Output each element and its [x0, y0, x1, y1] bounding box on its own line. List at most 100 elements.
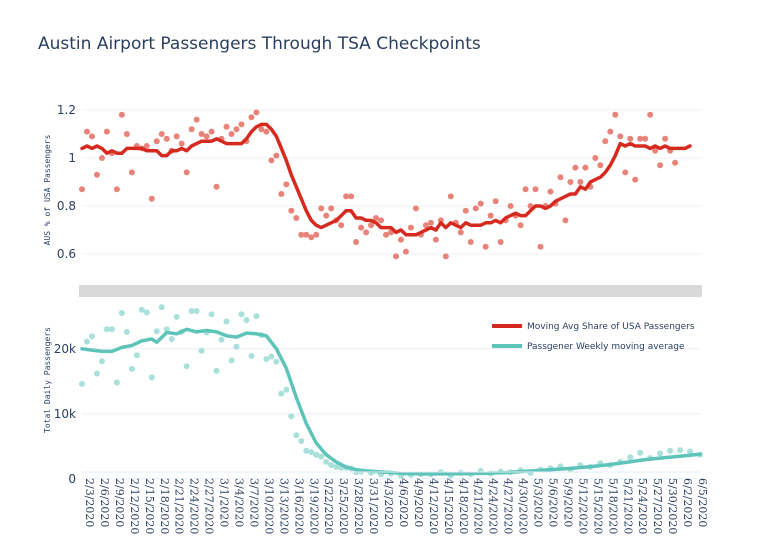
top-data-point [293, 215, 300, 221]
top-data-point [288, 207, 295, 214]
bottom-data-point [677, 447, 684, 454]
top-data-point [213, 183, 220, 190]
bottom-data-point [138, 306, 145, 313]
top-data-point [308, 234, 315, 241]
top-data-point [328, 205, 335, 212]
top-data-point [397, 236, 404, 243]
top-data-point [407, 224, 414, 231]
top-data-point [148, 195, 155, 202]
top-data-point [79, 186, 85, 193]
top-data-point [567, 179, 574, 185]
top-y-tick-label: 1 [68, 151, 76, 165]
top-data-point [537, 243, 544, 250]
x-tick-label: 5/24/2020 [636, 478, 649, 534]
top-data-point [412, 205, 419, 212]
top-data-point [487, 212, 494, 219]
bottom-data-point [223, 318, 230, 325]
top-data-point [283, 181, 290, 188]
top-data-point [98, 155, 105, 161]
x-tick-label: 4/3/2020 [382, 478, 395, 527]
bottom-data-point [313, 451, 320, 458]
top-data-point [313, 231, 320, 238]
x-axis: 2/3/2020 2/6/2020 2/9/2020 2/12/2020 2/15/20… [82, 471, 709, 534]
top-data-point [353, 239, 360, 245]
x-tick-label: 4/27/2020 [502, 478, 515, 534]
top-data-point [203, 133, 210, 140]
bottom-data-point [233, 343, 240, 350]
top-data-point [497, 239, 504, 245]
bottom-data-point [103, 326, 110, 333]
top-data-point [652, 147, 659, 154]
top-data-point [507, 203, 514, 209]
top-data-point [358, 224, 365, 231]
x-tick-label: 4/30/2020 [517, 478, 530, 534]
x-tick-label: 4/18/2020 [457, 478, 470, 534]
x-tick-label: 4/12/2020 [427, 478, 440, 534]
bottom-data-point [333, 464, 340, 471]
top-data-point [103, 128, 110, 135]
bottom-data-point [248, 352, 255, 359]
top-y-tick-label: 1.2 [57, 103, 76, 117]
x-tick-label: 4/6/2020 [397, 478, 410, 527]
bottom-data-point [188, 308, 195, 315]
top-y-tick-label: 0.8 [57, 199, 76, 213]
top-data-point [273, 152, 280, 159]
top-data-point [592, 155, 599, 161]
top-data-point [318, 205, 325, 212]
top-data-point [143, 143, 150, 149]
x-tick-label: 6/5/2020 [696, 478, 709, 527]
bottom-y-tick-label: 0 [68, 472, 76, 486]
top-data-point [462, 207, 469, 214]
x-tick-label: 3/22/2020 [322, 478, 335, 534]
top-data-point [532, 186, 539, 193]
top-data-point [93, 171, 100, 178]
top-data-point [208, 128, 215, 135]
top-data-point [183, 169, 190, 176]
top-data-point [577, 179, 584, 185]
bottom-data-point [198, 347, 205, 354]
bottom-data-point [627, 454, 634, 461]
bottom-data-point [243, 317, 250, 324]
top-data-point [622, 169, 629, 176]
bottom-data-point [183, 363, 190, 370]
x-tick-label: 3/10/2020 [262, 478, 275, 534]
chart-title: Austin Airport Passengers Through TSA Ch… [38, 34, 481, 54]
bottom-data-point [148, 374, 155, 381]
top-data-point [173, 133, 180, 140]
bottom-data-point [283, 386, 290, 393]
bottom-data-point [298, 438, 305, 445]
top-data-point [303, 231, 310, 238]
top-moving-average-line [80, 122, 692, 237]
top-data-point [477, 200, 484, 207]
bottom-data-point [637, 449, 644, 456]
top-data-point [178, 140, 185, 147]
top-data-point [113, 186, 120, 193]
bottom-data-point [303, 447, 310, 454]
top-data-point [368, 222, 375, 229]
top-data-point [522, 186, 529, 193]
top-data-point [612, 111, 619, 118]
x-tick-label: 2/9/2020 [113, 478, 126, 527]
top-data-point [233, 126, 240, 133]
x-tick-label: 3/4/2020 [233, 478, 246, 527]
top-data-point [392, 253, 399, 260]
top-data-point [672, 159, 679, 166]
bottom-data-point [238, 311, 245, 318]
x-tick-label: 2/21/2020 [173, 478, 186, 534]
top-data-point [238, 121, 245, 128]
x-tick-label: 5/6/2020 [547, 478, 560, 527]
top-data-point [323, 212, 330, 219]
top-data-point [492, 198, 499, 205]
bottom-data-point [308, 449, 315, 456]
top-data-point [363, 229, 370, 236]
top-data-point [402, 248, 409, 255]
top-data-point [88, 133, 95, 140]
bottom-data-point [657, 450, 664, 457]
x-tick-label: 3/28/2020 [352, 478, 365, 534]
x-tick-label: 2/27/2020 [203, 478, 216, 534]
x-tick-label: 2/6/2020 [98, 478, 111, 527]
top-data-point [427, 219, 434, 226]
top-data-point [298, 231, 305, 238]
x-tick-label: 3/13/2020 [277, 478, 290, 534]
